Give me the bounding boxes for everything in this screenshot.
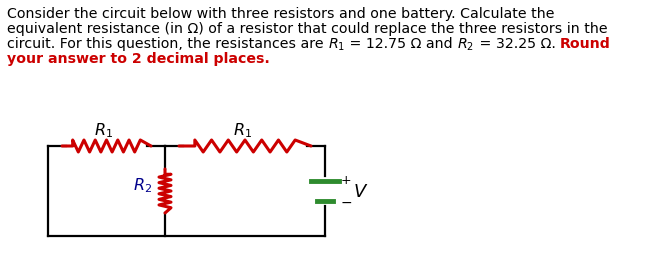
Text: = 12.75 Ω and: = 12.75 Ω and <box>346 37 457 51</box>
Text: +: + <box>341 174 352 187</box>
Text: $R_1$: $R_1$ <box>328 37 346 53</box>
Text: your answer to 2 decimal places.: your answer to 2 decimal places. <box>7 52 270 66</box>
Text: $V$: $V$ <box>353 182 368 200</box>
Text: Consider the circuit below with three resistors and one battery. Calculate the: Consider the circuit below with three re… <box>7 7 555 21</box>
Text: Round: Round <box>560 37 611 51</box>
Text: $R_2$: $R_2$ <box>133 176 152 195</box>
Text: $R_1$: $R_1$ <box>233 121 252 139</box>
Text: circuit. For this question, the resistances are: circuit. For this question, the resistan… <box>7 37 328 51</box>
Text: −: − <box>341 195 353 209</box>
Text: = 32.25 Ω.: = 32.25 Ω. <box>475 37 560 51</box>
Text: $R_1$: $R_1$ <box>95 121 114 139</box>
Text: $R_2$: $R_2$ <box>457 37 475 53</box>
Text: equivalent resistance (in Ω) of a resistor that could replace the three resistor: equivalent resistance (in Ω) of a resist… <box>7 22 608 36</box>
